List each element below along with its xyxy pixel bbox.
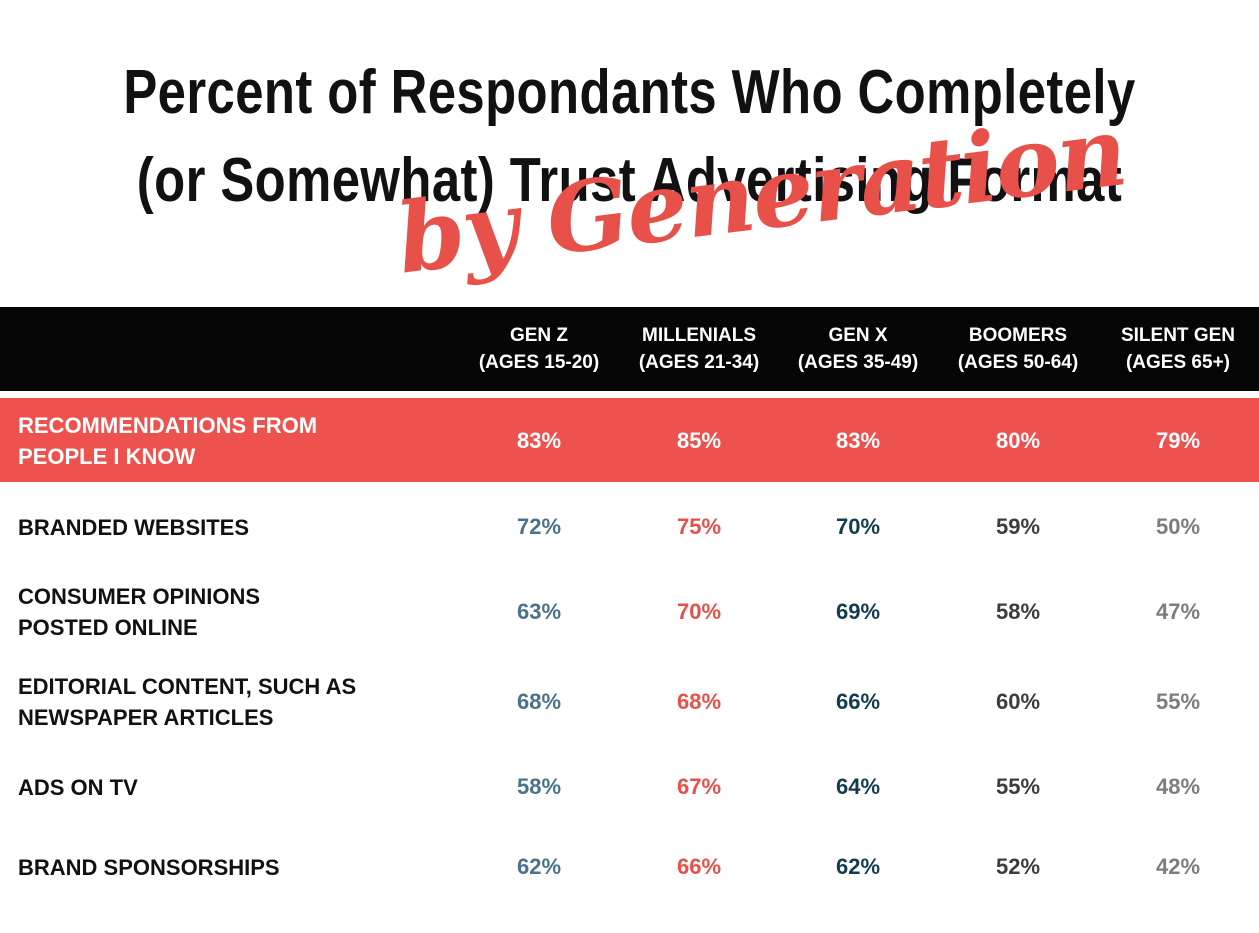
table-cell: 58% <box>995 599 1041 624</box>
table-cell: 79% <box>1155 428 1201 453</box>
table-cell: 75% <box>676 514 722 539</box>
column-header-silent-gen: SILENT GEN (AGES 65+) <box>1098 322 1258 376</box>
table-cell: 42% <box>1155 854 1201 879</box>
table-cell: 72% <box>516 514 562 539</box>
table-cell: 80% <box>995 428 1041 453</box>
table-cell: 48% <box>1155 774 1201 799</box>
row-label-line: BRAND SPONSORSHIPS <box>18 854 280 880</box>
table-cell: 66% <box>835 689 881 714</box>
row-label-line: ADS ON TV <box>18 774 138 800</box>
table-cell: 47% <box>1155 599 1201 624</box>
row-label-line: EDITORIAL CONTENT, SUCH AS <box>18 674 357 699</box>
row-label-line: POSTED ONLINE <box>18 615 198 640</box>
column-header-gen-x: GEN X (AGES 35-49) <box>778 322 938 376</box>
table-cell: 58% <box>516 774 562 799</box>
table-header-bar <box>0 307 1259 391</box>
row-label: ADS ON TV <box>18 772 138 803</box>
table-cell: 55% <box>995 774 1041 799</box>
table-cell: 70% <box>835 514 881 539</box>
table-cell: 64% <box>835 774 881 799</box>
table-cell: 62% <box>835 854 881 879</box>
column-header-boomers: BOOMERS (AGES 50-64) <box>938 322 1098 376</box>
chart-subtitle: by Generation <box>391 94 1132 296</box>
table-cell: 68% <box>516 689 562 714</box>
row-label-line: RECOMMENDATIONS FROM <box>18 413 318 438</box>
column-header-name: BOOMERS <box>968 325 1068 346</box>
highlighted-row-background <box>0 398 1259 482</box>
table-cell: 70% <box>676 599 722 624</box>
table-cell: 83% <box>835 428 881 453</box>
table-cell: 50% <box>1155 514 1201 539</box>
row-label-line: CONSUMER OPINIONS <box>18 584 261 609</box>
table-cell: 59% <box>995 514 1041 539</box>
table-cell: 55% <box>1155 689 1201 714</box>
table-cell: 68% <box>676 689 722 714</box>
table-cell: 83% <box>516 428 562 453</box>
row-label-line: PEOPLE I KNOW <box>18 444 196 469</box>
row-label: BRANDED WEBSITES <box>18 512 249 543</box>
chart-title-line-2: (or Somewhat) Trust Advertising Format <box>136 146 1123 215</box>
table-cell: 60% <box>995 689 1041 714</box>
column-header-ages: (AGES 15-20) <box>478 352 600 373</box>
column-header-ages: (AGES 65+) <box>1125 352 1230 373</box>
column-header-ages: (AGES 21-34) <box>638 352 760 373</box>
row-label-line: BRANDED WEBSITES <box>18 514 250 540</box>
column-header-name: GEN X <box>828 325 888 346</box>
column-header-ages: (AGES 50-64) <box>957 352 1079 373</box>
column-header-name: GEN Z <box>509 325 569 346</box>
row-label: BRAND SPONSORSHIPS <box>18 852 280 883</box>
table-cell: 67% <box>676 774 722 799</box>
row-label: EDITORIAL CONTENT, SUCH AS NEWSPAPER ARTI… <box>18 671 356 733</box>
row-label: CONSUMER OPINIONS POSTED ONLINE <box>18 581 260 643</box>
column-header-ages: (AGES 35-49) <box>797 352 919 373</box>
table-cell: 52% <box>995 854 1041 879</box>
table-cell: 85% <box>676 428 722 453</box>
row-label: RECOMMENDATIONS FROM PEOPLE I KNOW <box>18 410 317 472</box>
column-header-gen-z: GEN Z (AGES 15-20) <box>459 322 619 376</box>
column-header-millenials: MILLENIALS (AGES 21-34) <box>619 322 779 376</box>
row-label-line: NEWSPAPER ARTICLES <box>18 705 274 730</box>
table-cell: 66% <box>676 854 722 879</box>
column-header-name: MILLENIALS <box>642 325 756 346</box>
column-header-name: SILENT GEN <box>1120 325 1235 346</box>
table-cell: 62% <box>516 854 562 879</box>
table-cell: 63% <box>516 599 562 624</box>
table-cell: 69% <box>835 599 881 624</box>
chart-title-line-1: Percent of Respondants Who Completely <box>123 58 1136 127</box>
